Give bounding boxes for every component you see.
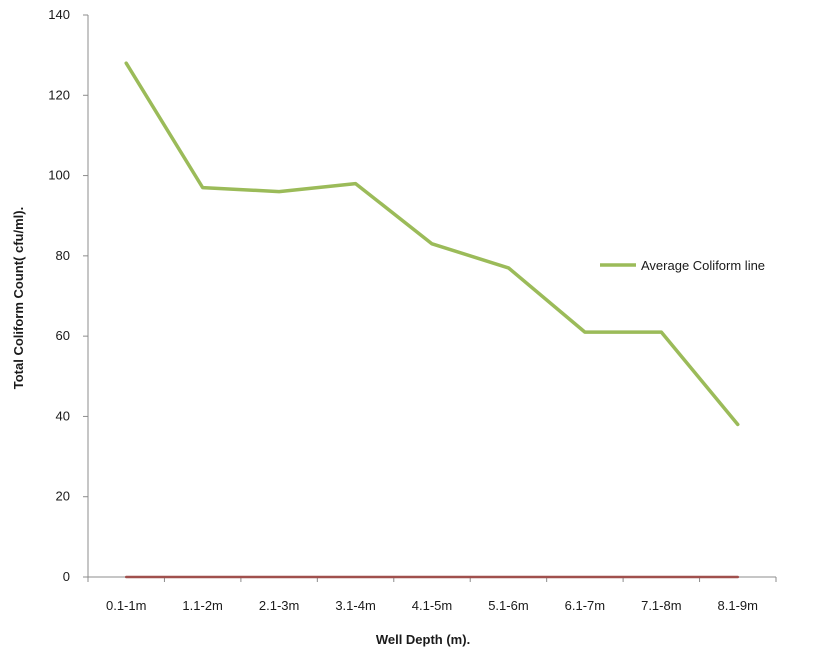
x-tick-label: 0.1-1m [106,598,146,613]
x-tick-label: 3.1-4m [335,598,375,613]
series-line-average-coliform [124,61,740,427]
y-tick-label: 80 [56,248,70,263]
x-tick-label: 7.1-8m [641,598,681,613]
y-tick-label: 20 [56,489,70,504]
x-axis: 0.1-1m 1.1-2m 2.1-3m 3.1-4m 4.1-5m 5.1-6m 6.1-… [87,576,777,613]
x-axis-title: Well Depth (m). [376,632,470,647]
x-tick-label: 5.1-6m [488,598,528,613]
y-tick-label: 0 [63,569,70,584]
series-lines [124,61,740,579]
legend: Average Coliform line [600,258,765,273]
x-tick-label: 1.1-2m [182,598,222,613]
y-tick-label: 40 [56,408,70,423]
legend-label: Average Coliform line [641,258,765,273]
y-tick-label: 100 [48,168,70,183]
x-tick-label: 6.1-7m [565,598,605,613]
y-tick-label: 60 [56,328,70,343]
y-axis-title: Total Coliform Count( cfu/ml). [11,207,26,389]
y-tick-label: 120 [48,87,70,102]
x-tick-label: 8.1-9m [718,598,758,613]
y-axis: 0 20 40 60 80 100 120 140 [48,7,89,584]
y-tick-label: 140 [48,7,70,22]
x-tick-label: 4.1-5m [412,598,452,613]
x-tick-label: 2.1-3m [259,598,299,613]
